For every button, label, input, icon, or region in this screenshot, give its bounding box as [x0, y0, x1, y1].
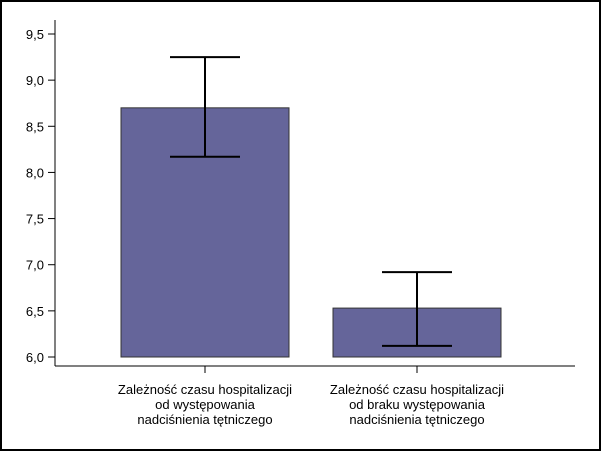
y-tick-label: 9,5 — [26, 27, 44, 42]
x-category-label: Zależność czasu hospitalizacji — [330, 382, 504, 397]
bars-group — [120, 107, 502, 358]
y-tick-label: 8,5 — [26, 119, 44, 134]
y-tick-label: 7,5 — [26, 212, 44, 227]
x-category-label: od występowania — [155, 397, 255, 412]
y-axis-ticks: 6,0 6,5 7,0 7,5 8,0 8,5 9,0 9,5 — [26, 27, 55, 365]
y-tick-label: 8,0 — [26, 165, 44, 180]
error-bars-group — [170, 56, 452, 347]
x-category-label: nadciśnienia tętniczego — [349, 412, 484, 427]
x-category-label: nadciśnienia tętniczego — [137, 412, 272, 427]
y-tick-label: 9,0 — [26, 73, 44, 88]
y-tick-label: 6,0 — [26, 350, 44, 365]
x-category-label: Zależność czasu hospitalizacji — [118, 382, 292, 397]
y-tick-label: 7,0 — [26, 258, 44, 273]
y-tick-label: 6,5 — [26, 304, 44, 319]
x-category-label: od braku występowania — [349, 397, 486, 412]
